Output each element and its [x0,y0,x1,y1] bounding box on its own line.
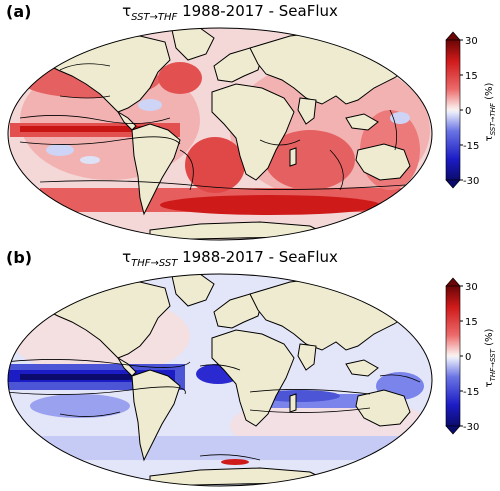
colorbar-max-arrow-a [445,31,461,41]
colorbar-tick-a-0: 0 [465,106,471,117]
colorbar-tick-b-m30: -30 [463,422,479,433]
title-tau-b: τ [122,248,132,266]
colorbar-tick-a-m30: -30 [463,176,479,187]
colorbar-min-arrow-b [445,425,461,435]
colorbar-tick-a-m15: -15 [463,141,479,152]
map-panel-b [7,273,433,487]
land-a [41,28,415,240]
colorbar-b: 30 15 0 -15 -30 τTHF→SST (%) [445,277,497,435]
colorbar-tick-b-15: 15 [465,317,478,328]
title-subscript-b: THF→SST [131,258,178,269]
colorbar-tick-b-m15: -15 [463,387,479,398]
panel-title-a: τSST→THF 1988-2017 - SeaFlux [0,2,460,23]
colorbar-gradient-b [445,285,461,427]
contours-a [19,63,421,191]
contours-b [8,359,421,461]
colorbar-label-b: τTHF→SST (%) [484,328,497,387]
colorbar-tick-b-0: 0 [465,352,471,363]
map-outline-a [7,27,433,241]
colorbar-label-a: τSST→THF (%) [484,82,497,141]
colorbar-a: 30 15 0 -15 -30 τSST→THF (%) [445,31,497,189]
colorbar-tick-a-15: 15 [465,71,478,82]
map-panel-a [7,27,433,241]
colorbar-gradient-a [445,39,461,181]
panel-letter-a: (a) [6,2,32,21]
panel-letter-b: (b) [6,248,33,267]
colorbar-tick-a-30: 30 [465,36,478,47]
ocean-field-a [8,28,432,240]
panel-a: (a) τSST→THF 1988-2017 - SeaFlux 30 [0,0,500,245]
title-tau-a: τ [122,2,132,20]
colorbar-min-arrow-a [445,179,461,189]
colorbar-max-arrow-b [445,277,461,287]
title-suffix-a: 1988-2017 - SeaFlux [177,2,338,20]
title-subscript-a: SST→THF [131,12,178,23]
title-suffix-b: 1988-2017 - SeaFlux [177,248,338,266]
panel-title-b: τTHF→SST 1988-2017 - SeaFlux [0,248,460,269]
panel-b: (b) τTHF→SST 1988-2017 - SeaFlux 30 [0,246,500,491]
colorbar-tick-b-30: 30 [465,282,478,293]
map-outline-b [7,273,433,487]
ocean-field-b [8,274,432,486]
